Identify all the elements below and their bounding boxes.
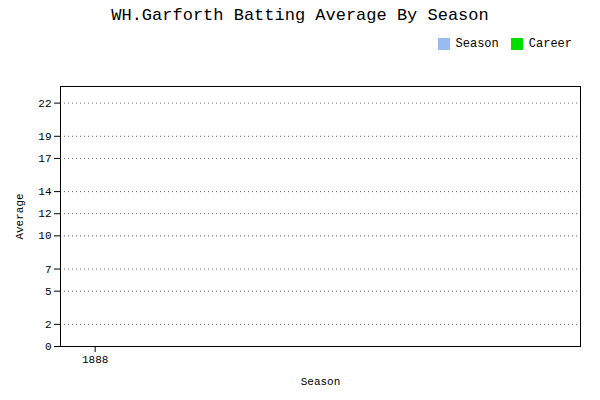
svg-text:0: 0: [45, 341, 52, 353]
html-text:Season: Season: [455, 36, 499, 51]
svg-text:12: 12: [38, 208, 51, 220]
svg-text:Average: Average: [14, 193, 26, 239]
svg-text:5: 5: [45, 286, 52, 298]
svg-text:Season: Season: [301, 376, 341, 388]
svg-text:1888: 1888: [82, 354, 108, 366]
svg-text:22: 22: [38, 98, 51, 110]
html-text:Career: Career: [528, 36, 572, 51]
svg-text:14: 14: [38, 186, 52, 198]
svg-text:7: 7: [45, 264, 52, 276]
svg-text:2: 2: [45, 319, 52, 331]
svg-text:19: 19: [38, 131, 51, 143]
html-text:WH.Garforth Batting Average By: WH.Garforth Batting Average By Season: [111, 6, 489, 25]
svg-text:17: 17: [38, 153, 51, 165]
svg-text:10: 10: [38, 230, 51, 242]
